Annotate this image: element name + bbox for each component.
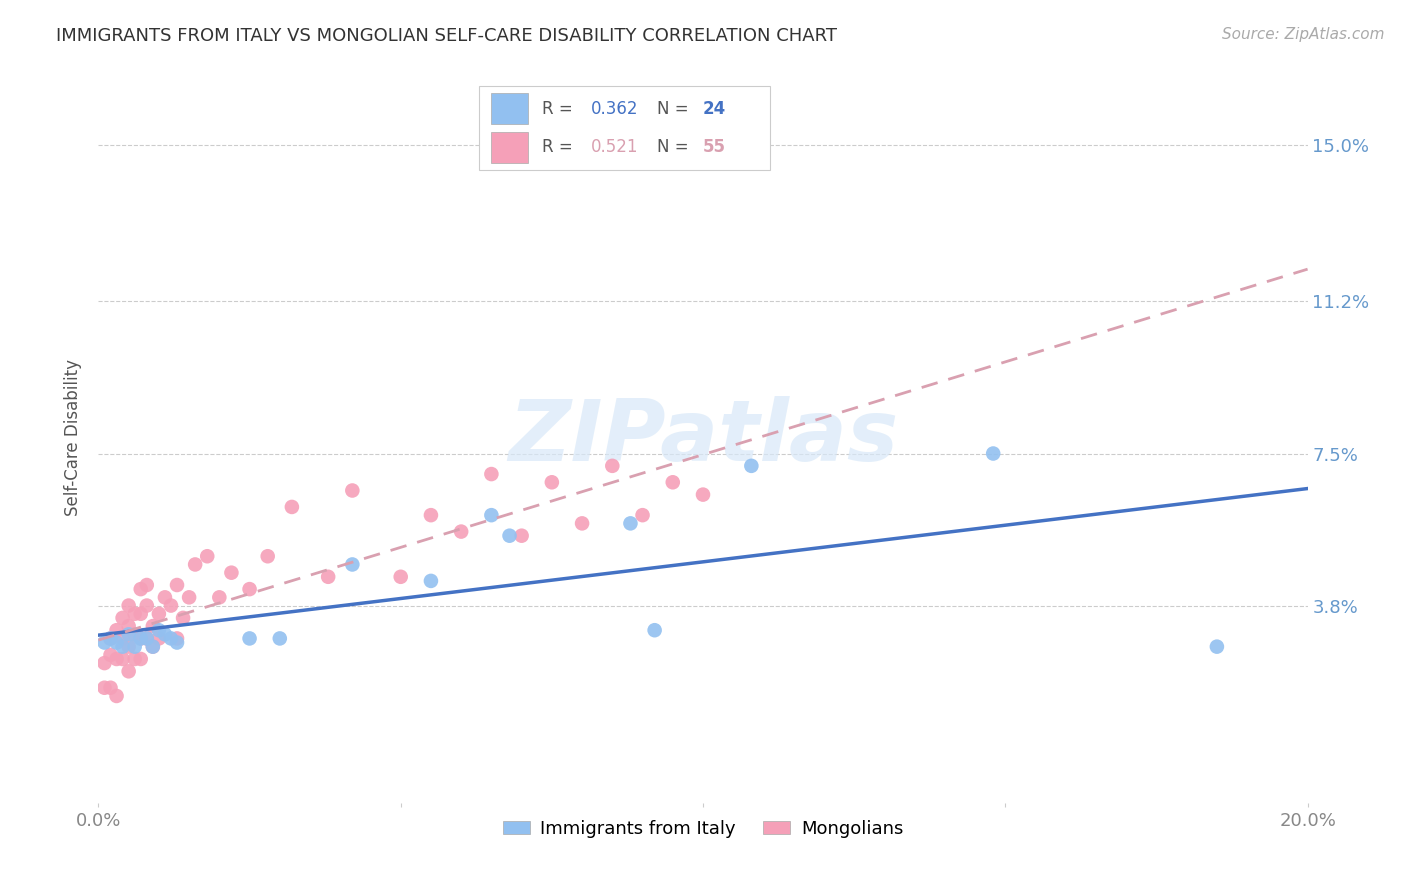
Point xyxy=(118,640,141,654)
Point xyxy=(93,681,115,695)
Text: 0.521: 0.521 xyxy=(591,138,638,156)
Point xyxy=(172,611,194,625)
Point xyxy=(160,632,183,646)
Point xyxy=(105,689,128,703)
Point xyxy=(692,487,714,501)
Text: IMMIGRANTS FROM ITALY VS MONGOLIAN SELF-CARE DISABILITY CORRELATION CHART: IMMIGRANTS FROM ITALY VS MONGOLIAN SELF-… xyxy=(56,27,837,45)
Bar xyxy=(492,94,527,124)
Point xyxy=(740,458,762,473)
Text: 24: 24 xyxy=(703,100,727,118)
Point xyxy=(118,619,141,633)
Point xyxy=(316,570,339,584)
Point xyxy=(118,627,141,641)
Point xyxy=(105,652,128,666)
Point xyxy=(571,516,593,531)
Point xyxy=(129,632,152,646)
Point xyxy=(148,607,170,621)
Text: Source: ZipAtlas.com: Source: ZipAtlas.com xyxy=(1222,27,1385,42)
Point xyxy=(981,446,1004,460)
Point xyxy=(481,508,503,523)
Point xyxy=(129,652,152,666)
Point xyxy=(135,599,157,613)
Point xyxy=(540,475,562,490)
Point xyxy=(619,516,641,531)
Text: N =: N = xyxy=(657,100,695,118)
Legend: Immigrants from Italy, Mongolians: Immigrants from Italy, Mongolians xyxy=(495,813,911,845)
Point xyxy=(148,632,170,646)
Point xyxy=(239,632,262,646)
Point xyxy=(93,656,115,670)
Point xyxy=(100,632,122,646)
Point xyxy=(450,524,472,539)
Point xyxy=(142,640,165,654)
Point xyxy=(342,483,364,498)
Point xyxy=(644,624,666,638)
Point xyxy=(184,558,207,572)
Point xyxy=(118,599,141,613)
Point xyxy=(142,619,165,633)
Point xyxy=(195,549,218,564)
Point xyxy=(111,632,134,646)
Text: 55: 55 xyxy=(703,138,725,156)
Point xyxy=(208,591,231,605)
Point xyxy=(118,665,141,679)
Point xyxy=(124,640,146,654)
Point xyxy=(148,624,170,638)
Point xyxy=(221,566,243,580)
Point xyxy=(166,635,188,649)
Point xyxy=(100,632,122,646)
Text: R =: R = xyxy=(543,100,578,118)
Text: 0.362: 0.362 xyxy=(591,100,638,118)
Point xyxy=(135,632,157,646)
Point xyxy=(124,627,146,641)
Point xyxy=(105,624,128,638)
Point xyxy=(100,681,122,695)
Point xyxy=(179,591,201,605)
Text: N =: N = xyxy=(657,138,695,156)
Point xyxy=(111,640,134,654)
Point xyxy=(129,607,152,621)
Point xyxy=(135,578,157,592)
Point xyxy=(661,475,683,490)
Point xyxy=(239,582,262,596)
Point xyxy=(510,529,533,543)
Point xyxy=(124,652,146,666)
Point xyxy=(1206,640,1229,654)
Point xyxy=(420,574,443,588)
Point xyxy=(481,467,503,481)
Point xyxy=(129,632,152,646)
Point xyxy=(281,500,304,514)
Point xyxy=(129,582,152,596)
Y-axis label: Self-Care Disability: Self-Care Disability xyxy=(65,359,83,516)
Point xyxy=(153,591,176,605)
FancyBboxPatch shape xyxy=(479,86,769,170)
Point xyxy=(602,458,624,473)
Point xyxy=(269,632,291,646)
Point xyxy=(135,632,157,646)
Point xyxy=(153,627,176,641)
Text: ZIPatlas: ZIPatlas xyxy=(508,395,898,479)
Point xyxy=(389,570,412,584)
Text: R =: R = xyxy=(543,138,578,156)
Point xyxy=(93,635,115,649)
Point xyxy=(166,632,188,646)
Point xyxy=(142,640,165,654)
Point xyxy=(342,558,364,572)
Bar xyxy=(492,132,527,163)
Point xyxy=(160,599,183,613)
Point xyxy=(105,635,128,649)
Point xyxy=(100,648,122,662)
Point xyxy=(631,508,654,523)
Point xyxy=(111,611,134,625)
Point xyxy=(256,549,278,564)
Point xyxy=(111,652,134,666)
Point xyxy=(124,607,146,621)
Point xyxy=(420,508,443,523)
Point xyxy=(166,578,188,592)
Point xyxy=(498,529,520,543)
